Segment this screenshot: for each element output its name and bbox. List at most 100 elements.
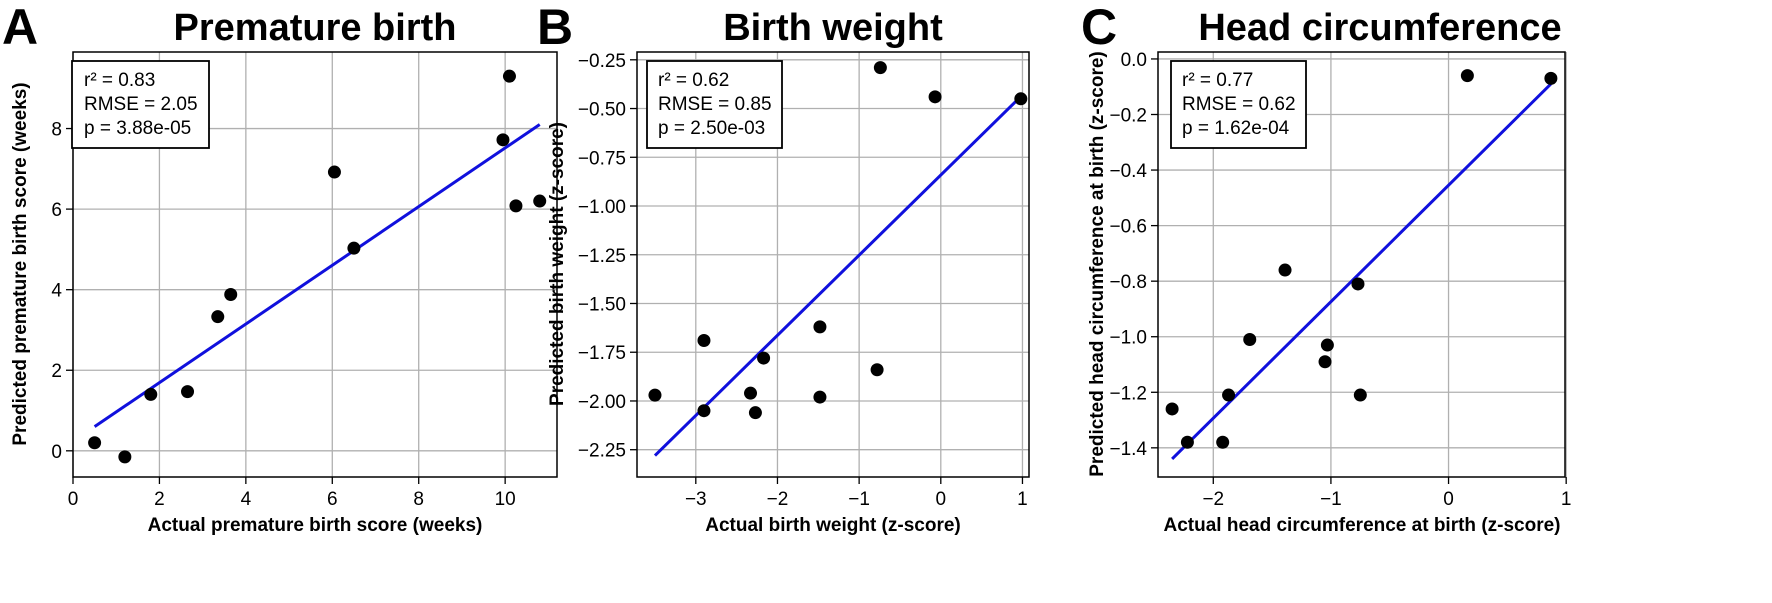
y-tick-label: −1.0 [1109,328,1147,349]
stats-box: r² = 0.62 RMSE = 0.85 p = 2.50e-03 [646,60,783,149]
data-point [757,351,771,365]
data-point [1544,71,1558,85]
x-tick-label: −2 [1202,489,1224,510]
y-tick-label: −0.25 [578,51,626,72]
regression-line [1171,82,1552,461]
x-tick-label: 8 [413,489,424,510]
stat-rmse: RMSE = 2.05 [84,94,198,115]
regression-line-group [1171,82,1552,461]
data-point [1460,69,1474,83]
x-tick-label: 1 [1561,489,1572,510]
data-point [744,386,758,400]
data-points [648,61,1028,420]
x-axis-label: Actual head circumference at birth (z-sc… [1164,515,1561,536]
panel-letter: B [537,0,573,55]
stats-box: r² = 0.77 RMSE = 0.62 p = 1.62e-04 [1170,60,1307,149]
x-tick-label: 0 [936,489,947,510]
data-point [1320,338,1334,352]
axis-ticks: 0 2 4 6 8 10 0 2 4 6 8 [51,120,515,510]
x-tick-label: 1 [1017,489,1028,510]
axis-ticks: −2 −1 0 1 0.0 −0.2 −0.4 −0.6 −0.8 −1.0 −1.2 −1.4 [1109,50,1571,510]
x-tick-label: 10 [495,489,516,510]
data-points [88,69,547,464]
stat-p: p = 1.62e-04 [1182,118,1290,139]
panel-title: Premature birth [174,7,457,49]
y-tick-label: −1.25 [578,246,626,267]
panel-head-circumference: C Head circumference −2 −1 0 1 0.0 −0.2 −0.4 −0… [1081,0,1571,536]
stat-r2: r² = 0.83 [84,70,155,91]
x-tick-label: 4 [241,489,252,510]
data-point [88,436,102,450]
data-point [224,288,238,302]
data-point [870,363,884,377]
data-point [648,388,662,402]
data-point [1351,277,1365,291]
data-point [873,61,887,75]
y-tick-label: −0.8 [1109,272,1147,293]
stat-rmse: RMSE = 0.85 [658,94,772,115]
y-tick-label: 0 [51,442,62,463]
data-point [347,241,361,255]
data-point [1278,263,1292,277]
y-tick-label: −2.00 [578,392,626,413]
stats-box: r² = 0.83 RMSE = 2.05 p = 3.88e-05 [71,60,210,149]
regression-line [653,93,1024,457]
panel-letter: A [2,0,38,55]
y-tick-label: 0.0 [1121,50,1147,71]
data-point [118,450,132,464]
data-point [697,404,711,418]
panel-letter: C [1081,0,1117,55]
regression-line-group [653,93,1024,457]
data-point [1243,333,1257,346]
y-tick-label: −0.75 [578,148,626,169]
x-tick-label: 0 [1443,489,1454,510]
gridlines [637,52,1029,477]
x-tick-label: −2 [767,489,789,510]
x-tick-label: 6 [327,489,338,510]
data-point [533,194,547,208]
x-tick-label: 0 [68,489,79,510]
data-point [1222,388,1236,402]
data-point [144,387,158,401]
regression-line-group [93,123,541,428]
plot-frame [72,51,558,478]
x-tick-label: −3 [685,489,707,510]
data-point [813,390,827,404]
data-point [181,385,195,399]
x-tick-label: −1 [1320,489,1342,510]
y-axis-label: Predicted premature birth score (weeks) [10,82,31,445]
y-tick-label: 2 [51,361,62,382]
regression-line [93,123,541,428]
data-point [1216,435,1230,449]
y-axis-label: Predicted birth weight (z-score) [547,122,568,406]
panel-birth-weight: B Birth weight −3 −2 −1 0 1 −0.25 −0.50 −0.75 −1… [537,0,1030,536]
x-tick-label: −1 [848,489,870,510]
data-point [502,69,516,83]
stat-p: p = 3.88e-05 [84,118,191,139]
y-tick-label: −1.2 [1109,383,1147,404]
y-tick-label: −0.4 [1109,161,1147,182]
y-axis-label: Predicted head circumference at birth (z… [1087,51,1108,477]
plot-frame [1157,51,1566,478]
data-point [327,165,341,179]
y-tick-label: 8 [51,120,62,141]
y-tick-label: −2.25 [578,441,626,462]
y-tick-label: 6 [51,200,62,221]
plot-frame [636,51,1030,478]
y-tick-label: −0.50 [578,100,626,121]
y-tick-label: −0.2 [1109,106,1147,127]
data-point [1180,435,1194,449]
y-tick-label: −1.75 [578,343,626,364]
x-tick-label: 2 [154,489,165,510]
stat-p: p = 2.50e-03 [658,118,765,139]
data-point [211,310,225,324]
stat-rmse: RMSE = 0.62 [1182,94,1296,115]
data-point [748,406,762,420]
data-point [1318,355,1332,369]
y-tick-label: 4 [51,281,62,302]
x-axis-label: Actual birth weight (z-score) [705,515,960,536]
data-point [509,199,523,213]
panel-title: Birth weight [723,7,943,49]
y-tick-label: −1.00 [578,197,626,218]
